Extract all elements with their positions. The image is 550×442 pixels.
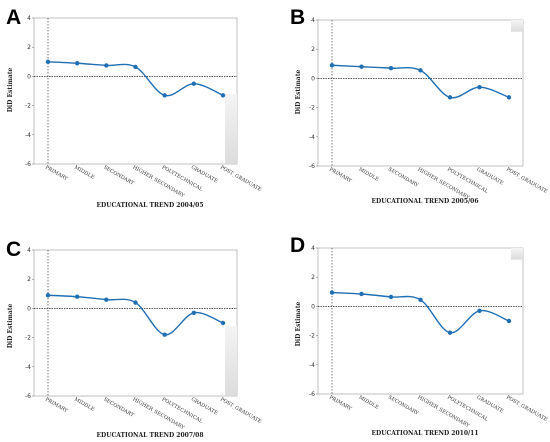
data-point-primary: [329, 290, 335, 295]
y-tick-label: 0: [311, 75, 315, 82]
data-point-secondary: [388, 294, 394, 300]
x-tick-label: HIGHER_SECONDARY: [417, 167, 471, 202]
y-tick-label: -4: [25, 364, 31, 371]
plot-area: [317, 247, 524, 395]
x-tick-label: SECONDARY: [102, 397, 135, 419]
data-point-graduate: [191, 81, 197, 86]
y-tick-label: 2: [27, 44, 31, 51]
y-tick-label: 2: [311, 46, 315, 53]
panel-letter: B: [290, 6, 305, 29]
x-tick-label: MIDDLE: [73, 397, 95, 413]
x-axis-label: EDUCATIONAL TREND 2010/11: [371, 430, 478, 437]
x-tick-label: SECONDARY: [102, 165, 135, 187]
data-point-middle: [359, 64, 364, 69]
y-tick-label: 0: [27, 73, 31, 80]
data-point-higher-secondary: [133, 300, 138, 305]
y-tick-label: -2: [309, 105, 315, 112]
shaded-region: [511, 20, 523, 32]
x-tick-label: HIGHER_SECONDARY: [132, 397, 186, 432]
y-axis-label: DiD Estimate: [7, 68, 14, 113]
y-tick-label: 2: [27, 276, 31, 283]
plot-area: [33, 17, 238, 165]
y-tick-label: -4: [309, 362, 315, 369]
data-point-secondary: [104, 297, 109, 302]
y-tick-label: 4: [311, 17, 315, 24]
x-tick-label: POST_GRADUATE: [219, 397, 263, 426]
data-point-polytechnical: [447, 95, 453, 100]
y-axis-label: DiD Estimate: [7, 304, 14, 349]
x-tick-label: SECONDARY: [387, 395, 420, 417]
y-tick-label: -6: [309, 163, 315, 170]
data-point-post-graduate: [220, 320, 226, 326]
data-point-secondary: [104, 63, 109, 68]
panel-letter: A: [6, 6, 21, 29]
data-point-higher-secondary: [133, 64, 138, 70]
shaded-region: [225, 325, 237, 396]
y-tick-label: -4: [309, 134, 315, 141]
x-tick-label: MIDDLE: [73, 165, 95, 181]
y-tick-label: -6: [25, 161, 31, 168]
chart-panel-c: C -6 -4 -2 0 2 4 PRIMARY MIDDLE SECONDARYHIGHER_S…: [6, 238, 263, 439]
shaded-region: [511, 248, 523, 260]
y-tick-label: -2: [25, 335, 31, 342]
data-point-graduate: [477, 308, 482, 313]
y-tick-label: 0: [311, 303, 315, 310]
x-tick-label: MIDDLE: [358, 167, 380, 183]
y-tick-label: 4: [311, 245, 315, 252]
x-tick-label: PRIMARY: [44, 397, 69, 415]
y-tick-label: 4: [27, 15, 31, 22]
data-point-middle: [74, 61, 80, 66]
data-point-secondary: [388, 65, 394, 71]
chart-panel-d: D -6 -4 -2 0 2 4 PRIMARY MIDDLE SECONDARYHIGHER_S…: [290, 234, 549, 437]
data-point-higher-secondary: [418, 297, 423, 303]
data-point-post-graduate: [506, 95, 512, 100]
y-tick-label: 4: [27, 247, 31, 254]
y-tick-label: 2: [311, 274, 315, 281]
x-tick-label: SECONDARY: [387, 167, 420, 189]
data-point-primary: [45, 59, 51, 64]
data-point-middle: [359, 291, 364, 297]
x-tick-label: MIDDLE: [358, 395, 380, 411]
x-tick-label: PRIMARY: [328, 167, 353, 185]
y-tick-label: -6: [25, 393, 31, 400]
data-point-middle: [74, 294, 80, 299]
shaded-region: [225, 93, 237, 164]
y-axis-label: DiD Estimate: [295, 70, 302, 115]
data-point-primary: [329, 63, 335, 68]
plot-area: [33, 249, 238, 397]
chart-panel-b: B -6 -4 -2 0 2 4 PRIMARY MIDDLE SECONDARYHIGHER_S…: [290, 6, 549, 205]
y-tick-label: -2: [309, 333, 315, 340]
panel-letter: D: [290, 234, 305, 257]
y-axis-label: DiD Estimate: [295, 302, 302, 347]
data-point-post-graduate: [220, 93, 226, 98]
x-tick-label: PRIMARY: [328, 395, 353, 413]
data-point-primary: [45, 293, 51, 298]
data-point-polytechnical: [447, 330, 453, 335]
x-tick-label: POST_GRADUATE: [505, 167, 549, 196]
data-point-polytechnical: [162, 332, 167, 337]
data-point-polytechnical: [162, 93, 167, 98]
panel-letter: C: [6, 238, 21, 261]
x-tick-label: HIGHER_SECONDARY: [417, 395, 471, 430]
data-point-post-graduate: [506, 318, 512, 324]
chart-panel-a: A -6 -4 -2 0 2 4 PRIMARY MIDDLE SECONDARYHIGHER_S…: [6, 6, 263, 209]
x-tick-label: PRIMARY: [44, 165, 69, 183]
plot-area: [317, 19, 524, 167]
x-tick-label: HIGHER_SECONDARY: [132, 165, 186, 200]
x-axis-label: EDUCATIONAL TREND 2004/05: [96, 202, 203, 209]
data-point-graduate: [477, 84, 482, 90]
y-tick-label: -6: [309, 391, 315, 398]
y-tick-label: -2: [25, 103, 31, 110]
y-tick-label: 0: [27, 305, 31, 312]
x-axis-label: EDUCATIONAL TREND 2005/06: [371, 198, 478, 205]
x-tick-label: POST_GRADUATE: [219, 165, 263, 194]
x-axis-label: EDUCATIONAL TREND 2007/08: [96, 432, 203, 439]
data-point-graduate: [191, 310, 197, 315]
x-tick-label: POST_GRADUATE: [505, 395, 549, 424]
y-tick-label: -4: [25, 132, 31, 139]
data-point-higher-secondary: [418, 68, 423, 73]
